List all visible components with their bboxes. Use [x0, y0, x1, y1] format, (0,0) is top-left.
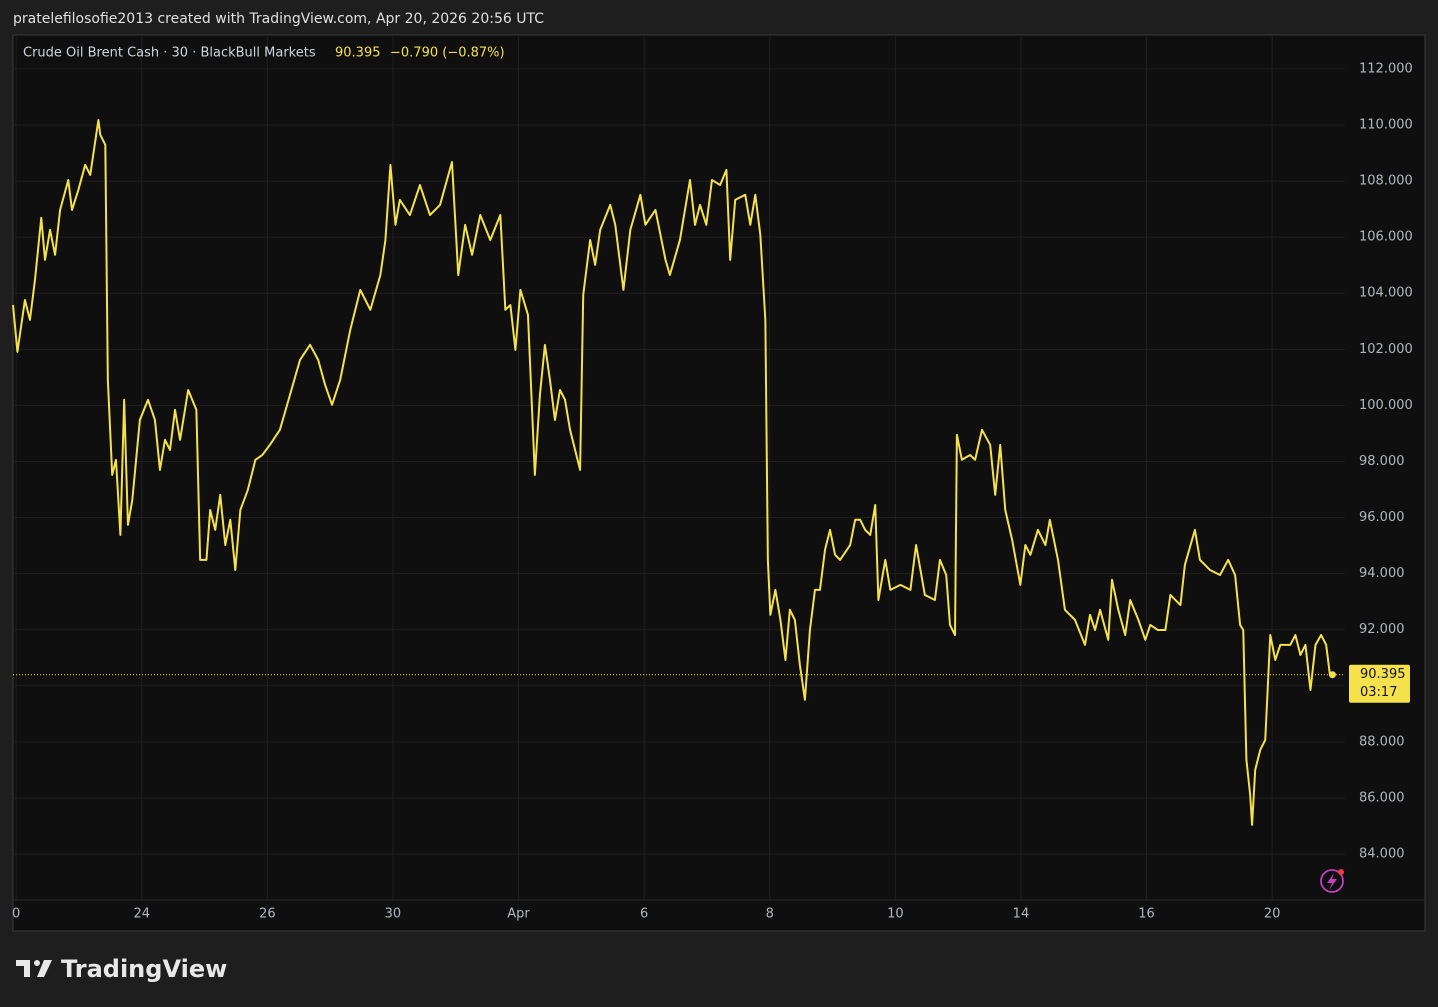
y-tick-label: 88.000 — [1359, 734, 1405, 749]
header-price: 90.395 — [335, 46, 381, 61]
x-tick-label: 30 — [385, 907, 402, 922]
header-change: −0.790 (−0.87%) — [390, 46, 505, 61]
x-tick-label: 14 — [1013, 907, 1030, 922]
y-tick-label: 106.000 — [1359, 230, 1413, 245]
y-tick-label: 104.000 — [1359, 286, 1413, 301]
price-badge-countdown: 03:17 — [1360, 685, 1397, 700]
y-tick-label: 96.000 — [1359, 510, 1405, 525]
y-tick-label: 100.000 — [1359, 398, 1413, 413]
price-badge — [1349, 664, 1410, 703]
chart-panel — [12, 34, 1426, 932]
x-tick-label: 8 — [766, 907, 774, 922]
x-tick-label: 6 — [640, 907, 648, 922]
x-tick-label: 20 — [1264, 907, 1281, 922]
y-tick-label: 102.000 — [1359, 342, 1413, 357]
x-tick-label: 16 — [1138, 907, 1155, 922]
logo-text: TradingView — [61, 955, 227, 983]
price-badge-value: 90.395 — [1360, 667, 1406, 682]
alert-icon — [1320, 869, 1344, 893]
y-tick-label: 86.000 — [1359, 790, 1405, 805]
y-tick-label: 92.000 — [1359, 622, 1405, 637]
x-tick-label: 24 — [133, 907, 150, 922]
symbol-title: Crude Oil Brent Cash · 30 · BlackBull Ma… — [23, 46, 316, 61]
y-tick-label: 94.000 — [1359, 566, 1405, 581]
x-tick-label: Apr — [507, 907, 530, 922]
y-tick-label: 84.000 — [1359, 847, 1405, 862]
y-tick-label: 98.000 — [1359, 454, 1405, 469]
x-tick-label: 10 — [887, 907, 904, 922]
logo-mark — [16, 960, 52, 977]
price-line — [12, 118, 1333, 826]
plot — [12, 118, 1345, 826]
y-tick-label: 112.000 — [1359, 61, 1413, 76]
y-tick-label: 108.000 — [1359, 174, 1413, 189]
grid — [13, 35, 1345, 900]
attribution: pratelefilosofie2013 created with Tradin… — [13, 11, 544, 27]
y-tick-label: 110.000 — [1359, 118, 1413, 133]
x-tick-label: 0 — [12, 907, 20, 922]
x-tick-label: 26 — [259, 907, 276, 922]
last-point — [1328, 671, 1336, 679]
